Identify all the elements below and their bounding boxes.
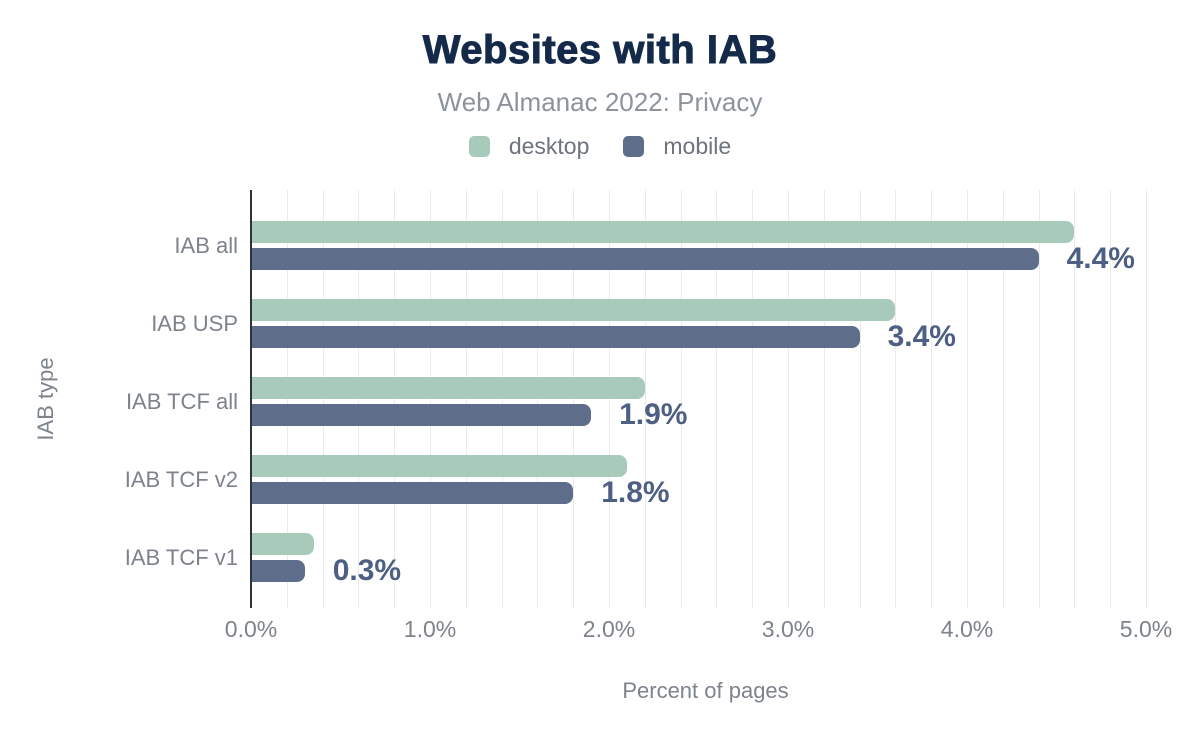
gridline xyxy=(823,190,825,608)
gridline xyxy=(430,190,431,608)
bar-desktop-iab-all[interactable] xyxy=(251,221,1075,243)
value-label-iab-tcf-all: 1.9% xyxy=(619,398,688,431)
x-axis-title: Percent of pages xyxy=(622,678,789,703)
x-tick-label-3.0pct: 3.0% xyxy=(761,616,815,642)
gridline xyxy=(1146,190,1147,608)
bar-desktop-iab-tcf-v2[interactable] xyxy=(251,455,627,477)
gridline xyxy=(573,190,575,608)
gridline xyxy=(609,190,610,608)
category-label-iab-tcf-all: IAB TCF all xyxy=(125,388,238,414)
bar-desktop-iab-tcf-all[interactable] xyxy=(251,377,645,399)
bar-desktop-iab-usp[interactable] xyxy=(251,299,896,321)
value-label-iab-usp: 3.4% xyxy=(887,320,956,353)
value-label-iab-tcf-v2: 1.8% xyxy=(601,476,670,509)
gridline xyxy=(752,190,754,608)
gridline xyxy=(358,190,360,608)
y-axis-title: IAB type xyxy=(33,357,58,441)
value-label-iab-tcf-v1: 0.3% xyxy=(332,554,402,587)
gridline xyxy=(1110,190,1112,608)
gridline xyxy=(1074,190,1076,608)
bar-mobile-iab-tcf-v2[interactable] xyxy=(251,482,574,504)
legend-swatch-icon xyxy=(623,136,645,157)
category-label-iab-usp: IAB USP xyxy=(151,310,238,336)
bar-mobile-iab-tcf-v1[interactable] xyxy=(251,560,305,582)
gridline xyxy=(501,190,503,608)
value-label-iab-all: 4.4% xyxy=(1066,242,1135,275)
gridline xyxy=(931,190,933,608)
legend-item-label: desktop xyxy=(508,133,590,159)
x-tick-label-5.0pct: 5.0% xyxy=(1119,616,1173,642)
plot-area: 4.4% 3.4% 1.9% 1.8% 0.3% xyxy=(250,190,1160,608)
y-axis-line xyxy=(250,190,252,608)
category-label-iab-all: IAB all xyxy=(174,232,238,258)
legend-item-label: mobile xyxy=(663,133,732,159)
gridline xyxy=(788,190,789,608)
gridline xyxy=(644,190,646,608)
legend-item-mobile[interactable]: mobile xyxy=(623,133,731,160)
bar-mobile-iab-usp[interactable] xyxy=(251,326,860,348)
gridline xyxy=(967,190,968,608)
category-label-iab-tcf-v1: IAB TCF v1 xyxy=(124,544,238,570)
x-tick-label-4.0pct: 4.0% xyxy=(940,616,994,642)
chart-subtitle: Web Almanac 2022: Privacy xyxy=(437,87,763,117)
legend-swatch-icon xyxy=(468,136,490,157)
category-label-iab-tcf-v2: IAB TCF v2 xyxy=(124,466,238,492)
gridline xyxy=(680,190,682,608)
bar-desktop-iab-tcf-v1[interactable] xyxy=(251,533,314,555)
gridline xyxy=(1002,190,1004,608)
gridline xyxy=(1038,190,1040,608)
bar-mobile-iab-all[interactable] xyxy=(251,248,1039,270)
gridline xyxy=(895,190,897,608)
gridline xyxy=(716,190,718,608)
x-tick-label-0.0pct: 0.0% xyxy=(224,616,278,642)
gridline xyxy=(286,190,288,608)
x-tick-label-2.0pct: 2.0% xyxy=(582,616,636,642)
legend: desktop mobile xyxy=(0,133,1200,160)
x-tick-label-1.0pct: 1.0% xyxy=(403,616,457,642)
chart-title: Websites with IAB xyxy=(422,28,778,73)
gridline xyxy=(322,190,324,608)
gridline xyxy=(537,190,539,608)
bar-mobile-iab-tcf-all[interactable] xyxy=(251,404,592,426)
gridline xyxy=(394,190,396,608)
legend-item-desktop[interactable]: desktop xyxy=(468,133,590,160)
gridline xyxy=(465,190,467,608)
gridline xyxy=(859,190,861,608)
